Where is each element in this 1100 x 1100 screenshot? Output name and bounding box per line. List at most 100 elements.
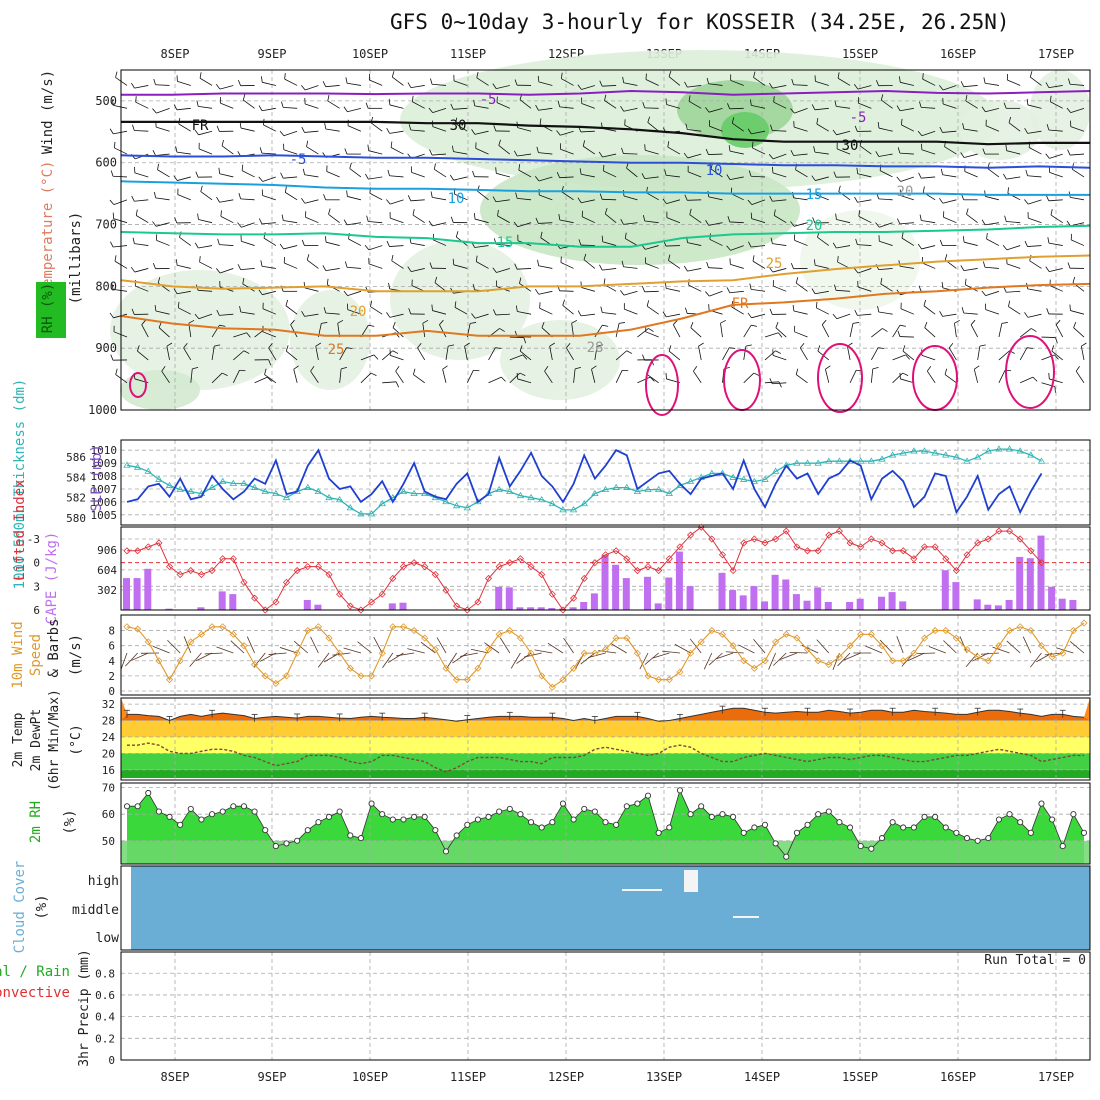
wind-barb (926, 366, 932, 372)
contour-label: 30 (842, 138, 859, 154)
wind-barb (473, 99, 476, 106)
precip-tick-label: 0.4 (95, 1011, 115, 1024)
wind-barb (792, 305, 795, 312)
wind-barb (900, 176, 914, 182)
surface-wind-barb (195, 652, 213, 662)
cloud-axis-title: (%) (34, 894, 50, 919)
wind-barb (1006, 221, 1021, 224)
wind-speed-marker (1048, 653, 1056, 661)
wind-barb (856, 167, 859, 174)
wind-barb (836, 245, 851, 249)
surface-wind-barb (768, 652, 777, 670)
wind-barb (943, 216, 957, 224)
wind-barb (302, 168, 305, 175)
wind-barb (1027, 245, 1042, 247)
surface-wind-barb (992, 646, 1010, 654)
wind-barb (645, 263, 659, 269)
wind-speed-marker (920, 634, 929, 642)
rh-marker (315, 819, 322, 826)
wind-barb (453, 151, 468, 155)
wind-barb (368, 263, 383, 269)
surface-wind-barb (779, 652, 798, 660)
wind-speed-marker (251, 660, 259, 669)
rh-marker (506, 805, 513, 812)
wind-barb (857, 199, 872, 203)
wind-barb (876, 79, 879, 86)
wind-barb (878, 268, 893, 271)
wind-barb (729, 221, 744, 224)
wind-barb (1045, 195, 1050, 201)
wind-barb (113, 105, 128, 109)
rh-marker (793, 829, 800, 836)
wind-barb (666, 104, 681, 109)
surface-wind-barb (965, 652, 978, 668)
wind-barb (833, 284, 837, 291)
wind-speed-marker (293, 649, 301, 657)
wind-barb (892, 354, 906, 361)
surface-wind-barb (470, 648, 489, 654)
wind-barb (705, 220, 710, 226)
wind-barb (267, 376, 272, 382)
lifted-index-marker (548, 590, 556, 598)
wind-barb (283, 176, 298, 179)
thickness-marker (155, 475, 163, 482)
wind-barb (113, 218, 128, 224)
wind-barb (880, 277, 883, 284)
wind-barb (602, 153, 617, 158)
wind-barb (838, 185, 841, 192)
lifted-index-marker (453, 602, 461, 610)
precip-tick-label: 0.8 (95, 967, 115, 980)
wind-barb (942, 174, 957, 178)
wind-barb (942, 199, 957, 204)
wind-barb (324, 236, 327, 243)
wind-barb (645, 79, 659, 86)
thickness-marker (952, 453, 961, 460)
wind-barb (705, 107, 710, 113)
wind-barb (1050, 101, 1063, 109)
rh-marker (294, 837, 301, 844)
wind-barb (921, 245, 936, 250)
wind-barb (582, 216, 596, 224)
wind-barb (263, 237, 277, 246)
wind-barb (411, 172, 425, 178)
surface-wind-barb (738, 644, 755, 654)
wind-barb (768, 154, 774, 160)
thickness-marker (612, 483, 620, 490)
wind-barb (698, 342, 704, 347)
wind-barb (1070, 310, 1085, 315)
rh-marker (474, 816, 481, 823)
wind-barb (778, 332, 783, 338)
temp-mask (121, 698, 1090, 722)
rh-shading (1030, 70, 1090, 150)
wind-barb (152, 262, 156, 269)
wind-barb (710, 168, 723, 178)
wind-speed-marker (963, 645, 971, 654)
wind-barb (258, 176, 263, 182)
wind-barb (221, 139, 224, 146)
wind-barb (1019, 328, 1032, 338)
wind-barb (293, 369, 298, 383)
wind-barb (429, 149, 433, 156)
rh-marker (464, 821, 471, 828)
wind-barb (433, 163, 436, 170)
lifted-index-marker (282, 578, 291, 586)
wind-barb (194, 242, 199, 249)
wind-barb (367, 144, 370, 151)
surface-wind-barb (499, 637, 511, 654)
wind-speed-marker (261, 672, 269, 680)
wind-barb (110, 170, 114, 177)
wind-barb (1001, 322, 1008, 324)
wind-speed-marker (144, 638, 152, 646)
thickness-marker (516, 491, 525, 499)
wind-barb (687, 268, 702, 272)
wind-barb (199, 256, 201, 263)
lifted-index-marker (1016, 535, 1024, 543)
wind-barb (310, 366, 315, 372)
wind-barb (921, 106, 936, 109)
wind-barb (921, 354, 936, 361)
wind-barb (926, 370, 936, 384)
wind-barb (455, 123, 468, 132)
slp-tick-label: 1005 (91, 509, 118, 522)
rh2m-axis-title: (%) (62, 809, 78, 834)
wind-barb (965, 100, 978, 109)
